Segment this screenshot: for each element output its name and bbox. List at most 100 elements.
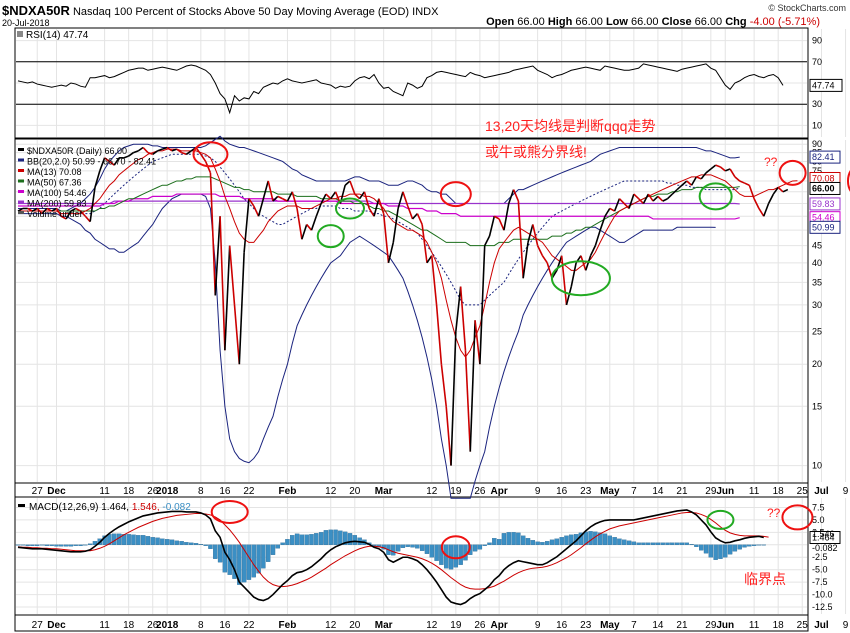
macd-hist-bar — [256, 544, 261, 574]
price-segment — [522, 242, 529, 279]
low-label: Low — [605, 16, 628, 28]
price-segment — [296, 208, 303, 240]
x-tick-label: 19 — [450, 620, 462, 631]
macd-hist-bar — [463, 544, 468, 561]
x-tick-label: 2018 — [156, 620, 179, 631]
x-tick-label: 22 — [243, 620, 255, 631]
rsi-value-box — [809, 78, 843, 92]
price-segment — [84, 215, 91, 223]
price-segment — [647, 193, 654, 202]
price-segment — [248, 198, 255, 207]
macd-hist-bar — [265, 544, 271, 562]
price-segment — [382, 213, 390, 263]
macd-hist-bar — [626, 540, 632, 545]
x-tick-label: 18 — [123, 486, 135, 497]
price-value-tag: 66.00 — [809, 181, 841, 195]
x-tick-label: Apr — [491, 620, 508, 631]
price-segment — [94, 170, 101, 188]
symbol: $NDXA50R — [2, 3, 70, 18]
brand-watermark: © StockCharts.com — [768, 3, 846, 13]
price-segment — [633, 193, 640, 200]
price-value-tag: 54.46 — [809, 211, 841, 225]
macd-legend: MACD(12,26,9) 1.464, 1.546, -0.082 — [29, 502, 191, 513]
macd-value-text: -0.082 — [812, 543, 838, 553]
price-value-text: 66.00 — [812, 183, 835, 193]
price-segment — [503, 203, 510, 231]
price-segment — [748, 184, 755, 199]
x-tick-label: 9 — [843, 486, 849, 497]
x-tick-label: 7 — [631, 486, 637, 497]
x-axis-strip-bottom — [14, 614, 809, 632]
macd-hist-bar — [650, 542, 656, 545]
low-value: 66.00 — [631, 16, 659, 28]
x-tick-label: Jun — [716, 486, 734, 497]
price-legend-swatch — [18, 190, 24, 193]
price-segment — [402, 191, 409, 207]
quote-summary: Open 66.00 High 66.00 Low 66.00 Close 66… — [486, 16, 820, 28]
rsi-value-tag: 47.74 — [809, 78, 843, 92]
price-legend-swatch — [18, 158, 24, 162]
price-segment — [536, 245, 544, 257]
price-segment — [209, 172, 217, 296]
price-legend-item: Volume undef — [27, 209, 83, 219]
price-segment — [142, 146, 149, 154]
price-segment — [560, 255, 568, 305]
macd-hist-bar — [641, 542, 646, 545]
macd-hist-bar — [559, 537, 564, 545]
rsi-legend-icon — [17, 31, 23, 37]
price-segment — [60, 215, 67, 220]
price-segment — [609, 207, 615, 212]
x-tick-label: Mar — [375, 486, 393, 497]
price-segment — [493, 215, 500, 220]
macd-hist-bar — [689, 544, 694, 545]
macd-hist-bar — [73, 544, 78, 546]
price-segment — [272, 195, 279, 202]
macd-value-tag: -0.082 — [812, 543, 838, 553]
price-segment — [406, 205, 414, 220]
macd-hist-bar — [501, 533, 507, 545]
price-segment — [474, 320, 481, 365]
x-tick-label: 9 — [535, 620, 541, 631]
price-segment — [652, 195, 659, 202]
price-segment — [108, 160, 115, 166]
x-tick-label: 26 — [147, 620, 159, 631]
price-segment — [710, 164, 717, 170]
price-segment — [729, 168, 736, 178]
macd-annotation-circle — [706, 509, 735, 530]
macd-hist-bar — [232, 544, 237, 579]
x-tick-label: May — [600, 620, 620, 631]
macd-hist-bar — [472, 544, 478, 552]
macd-hist-bar — [607, 535, 612, 545]
x-tick-label: 19 — [450, 486, 462, 497]
price-legend-item: MA(50) 67.36 — [27, 178, 82, 188]
annotation-circle — [192, 141, 229, 168]
macd-hist-bar — [342, 531, 348, 545]
macd-hist-bar — [155, 537, 160, 545]
x-tick-label: 14 — [652, 620, 664, 631]
price-segment — [734, 176, 741, 182]
price-segment — [152, 150, 158, 155]
x-tick-label: 20 — [349, 486, 361, 497]
open-label: Open — [486, 16, 515, 28]
macd-hist-bar — [184, 542, 189, 545]
x-tick-label: 20 — [349, 620, 361, 631]
price-segment — [32, 207, 38, 212]
price-value-box — [809, 220, 841, 234]
price-legend-item: BB(20,2.0) 50.99 - 66.70 - 82.41 — [27, 157, 156, 167]
price-segment — [782, 188, 789, 193]
bb-lower-line — [18, 193, 716, 499]
x-tick-label: Apr — [491, 486, 508, 497]
open-value: 66.00 — [517, 16, 545, 28]
price-segment — [41, 207, 48, 215]
macd-hist-bar — [737, 544, 742, 550]
price-segment — [17, 207, 24, 212]
price-segment — [301, 224, 308, 240]
price-segment — [681, 180, 688, 186]
price-legend-swatch — [18, 148, 24, 151]
price-segment — [200, 153, 207, 162]
price-segment — [123, 155, 129, 159]
x-tick-label: May — [600, 486, 620, 497]
x-tick-label: 11 — [99, 486, 110, 497]
price-segment — [267, 180, 274, 202]
price-value-tag: 70.08 — [809, 171, 841, 185]
